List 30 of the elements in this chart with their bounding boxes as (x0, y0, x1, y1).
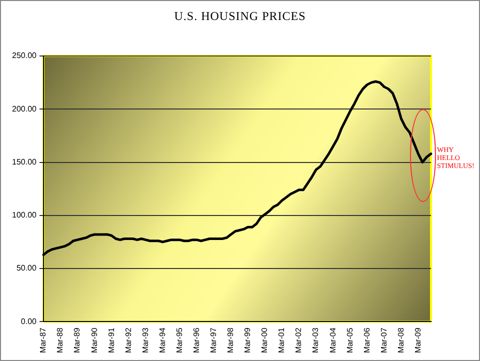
x-tick-label: Mar-03 (311, 327, 320, 354)
x-tick-label: Mar-04 (328, 327, 338, 354)
x-tick-label: Mar-02 (294, 327, 304, 354)
x-tick-label: Mar-08 (396, 327, 406, 354)
x-tick-label: Mar-87 (38, 327, 48, 354)
x-tick-label: Mar-00 (260, 327, 270, 354)
y-tick-label: 250.00 (12, 51, 38, 60)
x-tick-label: Mar-97 (209, 327, 218, 354)
x-tick-label: Mar-98 (226, 327, 236, 354)
x-tick-label: Mar-05 (345, 327, 354, 354)
y-tick-label: 200.00 (12, 104, 38, 114)
y-tick-label: 100.00 (12, 210, 38, 220)
x-tick-label: Mar-06 (362, 327, 372, 354)
x-tick-label: Mar-92 (124, 327, 133, 354)
x-tick-label: Mar-93 (140, 327, 150, 354)
x-tick-label: Mar-90 (90, 327, 99, 354)
x-tick-label: Mar-95 (174, 327, 184, 354)
y-tick-label: 50.00 (16, 264, 38, 273)
x-tick-label: Mar-89 (72, 327, 82, 354)
x-tick-label: Mar-96 (192, 327, 201, 354)
x-tick-label: Mar-99 (243, 327, 252, 354)
x-tick-label: Mar-07 (379, 327, 388, 354)
y-tick-label: 150.00 (12, 157, 38, 166)
x-tick-label: Mar-91 (106, 327, 116, 354)
x-tick-label: Mar-09 (413, 327, 422, 354)
x-tick-label: Mar-01 (277, 327, 286, 354)
y-tick-label: 0.00 (20, 316, 38, 326)
x-tick-label: Mar-94 (158, 327, 167, 354)
chart-title: U.S. HOUSING PRICES (173, 9, 307, 24)
x-tick-label: Mar-88 (56, 327, 65, 354)
